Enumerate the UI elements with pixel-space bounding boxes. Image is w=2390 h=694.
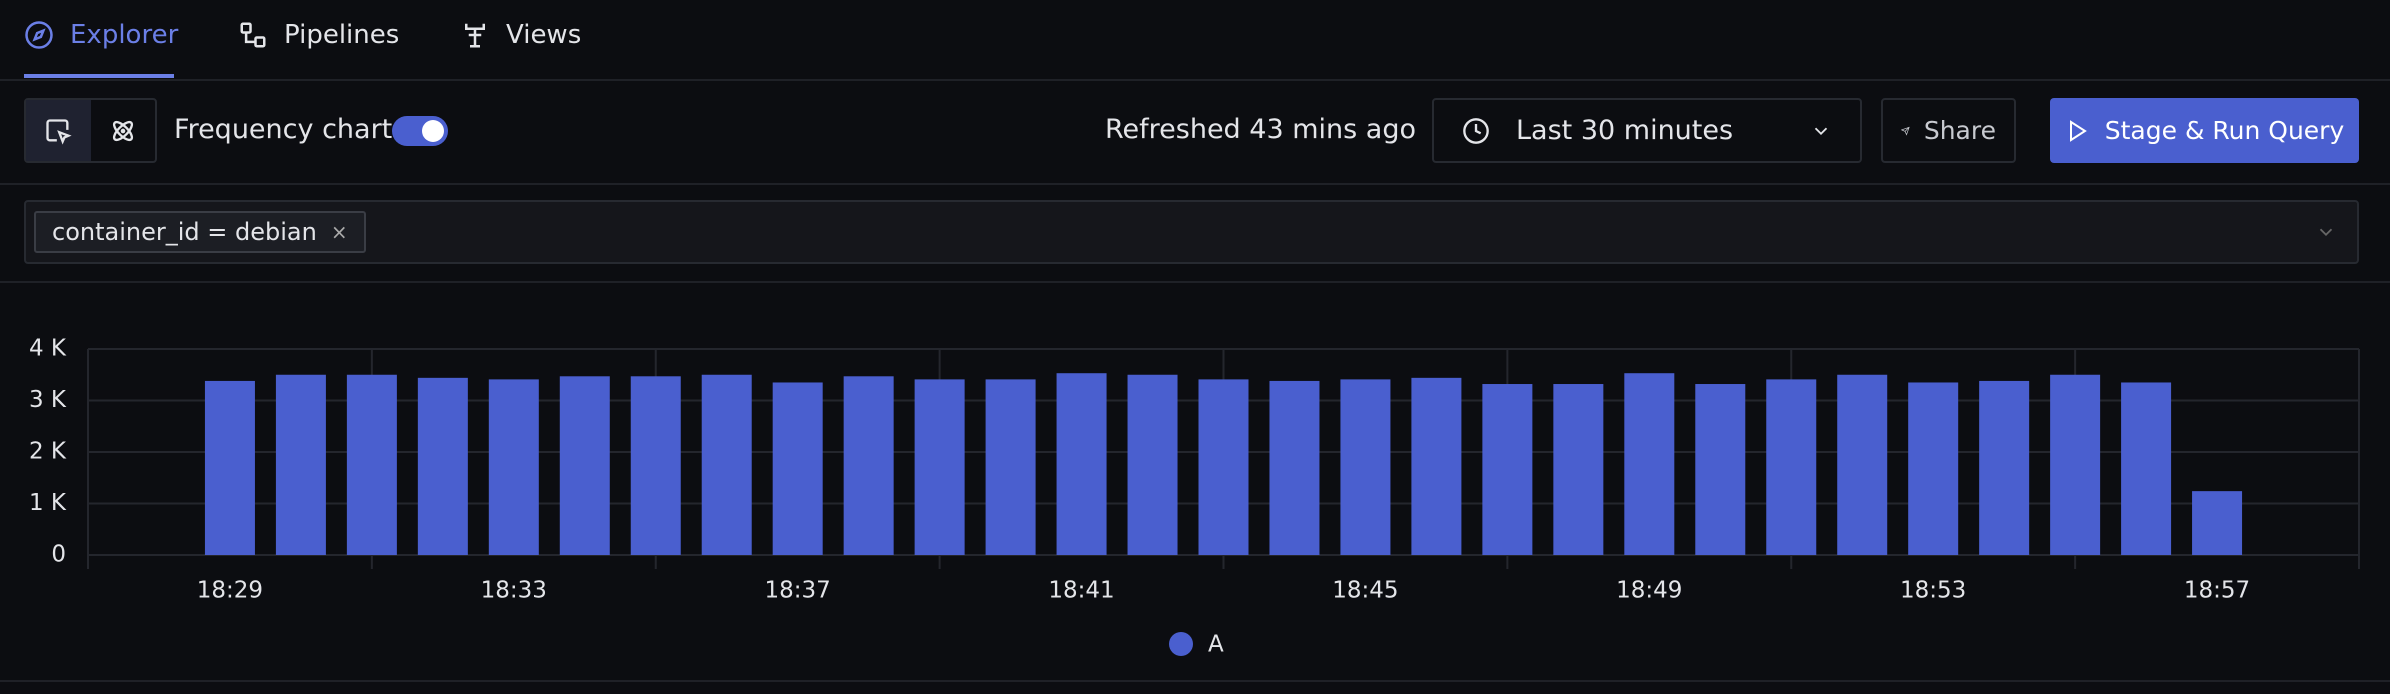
bar bbox=[204, 380, 255, 555]
bar bbox=[772, 382, 823, 555]
x-tick-label: 18:49 bbox=[1616, 578, 1682, 604]
bar bbox=[2050, 374, 2101, 555]
icon bbox=[1463, 117, 1489, 144]
chip-remove[interactable]: × bbox=[330, 220, 348, 244]
bar bbox=[1198, 379, 1249, 555]
bar bbox=[559, 376, 610, 555]
chip-label: container_id = debian bbox=[52, 218, 317, 246]
y-tick-label: 1 K bbox=[29, 490, 67, 516]
icon bbox=[465, 23, 485, 48]
x-tick-label: 18:37 bbox=[765, 578, 831, 604]
divider bbox=[0, 281, 2390, 283]
bar bbox=[1553, 384, 1604, 555]
bar bbox=[1908, 382, 1959, 555]
y-tick-label: 0 bbox=[51, 542, 66, 568]
share-label: Share bbox=[1923, 116, 1996, 145]
icon bbox=[25, 21, 53, 49]
frequency-toggle[interactable] bbox=[392, 116, 448, 146]
bar bbox=[1979, 380, 2030, 555]
filter-bar[interactable]: container_id = debian × bbox=[24, 200, 2359, 264]
icon bbox=[240, 22, 266, 48]
bar bbox=[488, 379, 539, 555]
tab-label: Explorer bbox=[70, 20, 179, 50]
y-tick-label: 2 K bbox=[29, 439, 67, 465]
bar bbox=[701, 374, 752, 555]
bar bbox=[2121, 382, 2172, 555]
y-tick-label: 4 K bbox=[29, 336, 67, 362]
bar bbox=[1269, 380, 1320, 555]
icon bbox=[46, 118, 72, 145]
filter-chip[interactable]: container_id = debian × bbox=[34, 211, 366, 253]
frequency-chart-label: Frequency chart bbox=[174, 114, 393, 145]
tab-label: Pipelines bbox=[284, 20, 400, 50]
bar bbox=[346, 374, 397, 555]
x-tick-label: 18:45 bbox=[1332, 578, 1398, 604]
bar bbox=[843, 376, 894, 555]
legend-label: A bbox=[1208, 632, 1224, 658]
bar bbox=[1482, 384, 1533, 555]
tab-views[interactable]: Views bbox=[460, 20, 581, 50]
x-tick-label: 18:53 bbox=[1900, 578, 1966, 604]
icon bbox=[2069, 119, 2087, 142]
bar bbox=[1766, 379, 1817, 555]
view-toggle-group bbox=[24, 98, 157, 163]
active-underline bbox=[24, 74, 174, 78]
bar bbox=[2192, 491, 2243, 555]
icon bbox=[112, 120, 133, 141]
select-button[interactable] bbox=[26, 100, 91, 161]
y-tick-label: 3 K bbox=[29, 387, 67, 413]
tab-pipelines[interactable]: Pipelines bbox=[238, 20, 399, 50]
share-button[interactable]: Share bbox=[1881, 98, 2016, 163]
bar bbox=[985, 379, 1036, 555]
refreshed-label: Refreshed 43 mins ago bbox=[1104, 114, 1416, 145]
divider bbox=[0, 79, 2390, 81]
bar bbox=[914, 379, 965, 555]
icon bbox=[1814, 127, 1828, 135]
x-tick-label: 18:29 bbox=[197, 578, 263, 604]
tab-label: Views bbox=[506, 20, 582, 50]
run-label: Stage & Run Query bbox=[2104, 116, 2345, 145]
time-range-dropdown[interactable]: Last 30 minutes bbox=[1432, 98, 1862, 163]
bar bbox=[275, 374, 326, 555]
bar bbox=[417, 377, 468, 555]
bar bbox=[1837, 374, 1888, 555]
bar bbox=[1624, 373, 1675, 555]
bar bbox=[1340, 379, 1391, 555]
toggle-knob bbox=[422, 120, 444, 142]
bar bbox=[1056, 373, 1107, 555]
icon bbox=[2319, 228, 2333, 237]
x-tick-label: 18:33 bbox=[481, 578, 547, 604]
divider bbox=[0, 183, 2390, 185]
graph-button[interactable] bbox=[91, 100, 156, 161]
run-query-button[interactable]: Stage & Run Query bbox=[2050, 98, 2359, 163]
chart: 0 1 K 2 K 3 K 4 K 18:29 18:33 18:37 18:41 18:45 18… bbox=[0, 336, 2390, 682]
time-range-label: Last 30 minutes bbox=[1516, 115, 1734, 146]
bar bbox=[1127, 374, 1178, 555]
bar bbox=[1411, 377, 1462, 555]
legend-swatch bbox=[1169, 632, 1193, 656]
tab-explorer[interactable]: Explorer bbox=[24, 20, 178, 50]
x-tick-label: 18:41 bbox=[1048, 578, 1114, 604]
bar bbox=[1695, 384, 1746, 555]
bar bbox=[630, 376, 681, 555]
icon bbox=[1901, 126, 1910, 136]
x-tick-label: 18:57 bbox=[2184, 578, 2250, 604]
